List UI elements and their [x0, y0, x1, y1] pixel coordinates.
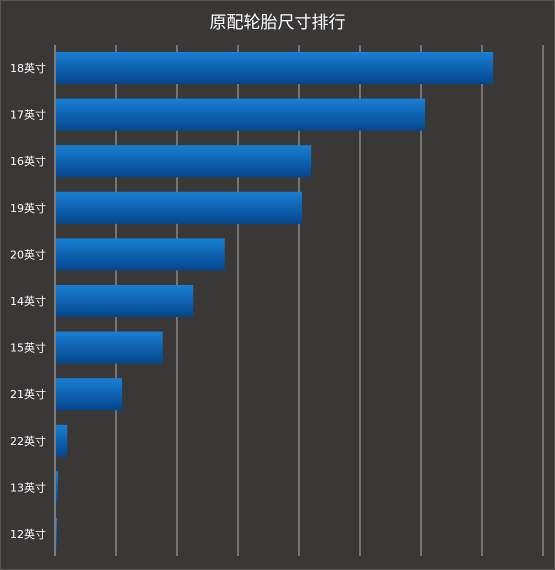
chart-title: 原配轮胎尺寸排行	[209, 13, 346, 33]
bar-14英寸[interactable]	[56, 285, 194, 317]
category-label: 12英寸	[10, 527, 46, 541]
category-label: 16英寸	[10, 154, 46, 168]
bar-13英寸[interactable]	[56, 471, 59, 504]
category-label: 20英寸	[10, 247, 46, 261]
category-label: 14英寸	[10, 294, 46, 308]
bar-20英寸[interactable]	[56, 238, 225, 271]
bar-22英寸[interactable]	[56, 424, 68, 457]
category-label: 17英寸	[10, 108, 46, 122]
bar-15英寸[interactable]	[56, 331, 163, 364]
category-label: 21英寸	[10, 387, 46, 401]
bar-18英寸[interactable]	[56, 52, 494, 84]
bar-12英寸[interactable]	[56, 518, 58, 550]
bar-21英寸[interactable]	[56, 378, 123, 411]
bar-16英寸[interactable]	[56, 145, 312, 178]
bar-17英寸[interactable]	[56, 98, 426, 131]
category-label: 22英寸	[10, 434, 46, 448]
bar-19英寸[interactable]	[56, 191, 303, 224]
category-label: 19英寸	[10, 201, 46, 215]
category-label: 15英寸	[10, 341, 46, 355]
category-label: 13英寸	[10, 480, 46, 494]
category-label: 18英寸	[10, 61, 46, 75]
